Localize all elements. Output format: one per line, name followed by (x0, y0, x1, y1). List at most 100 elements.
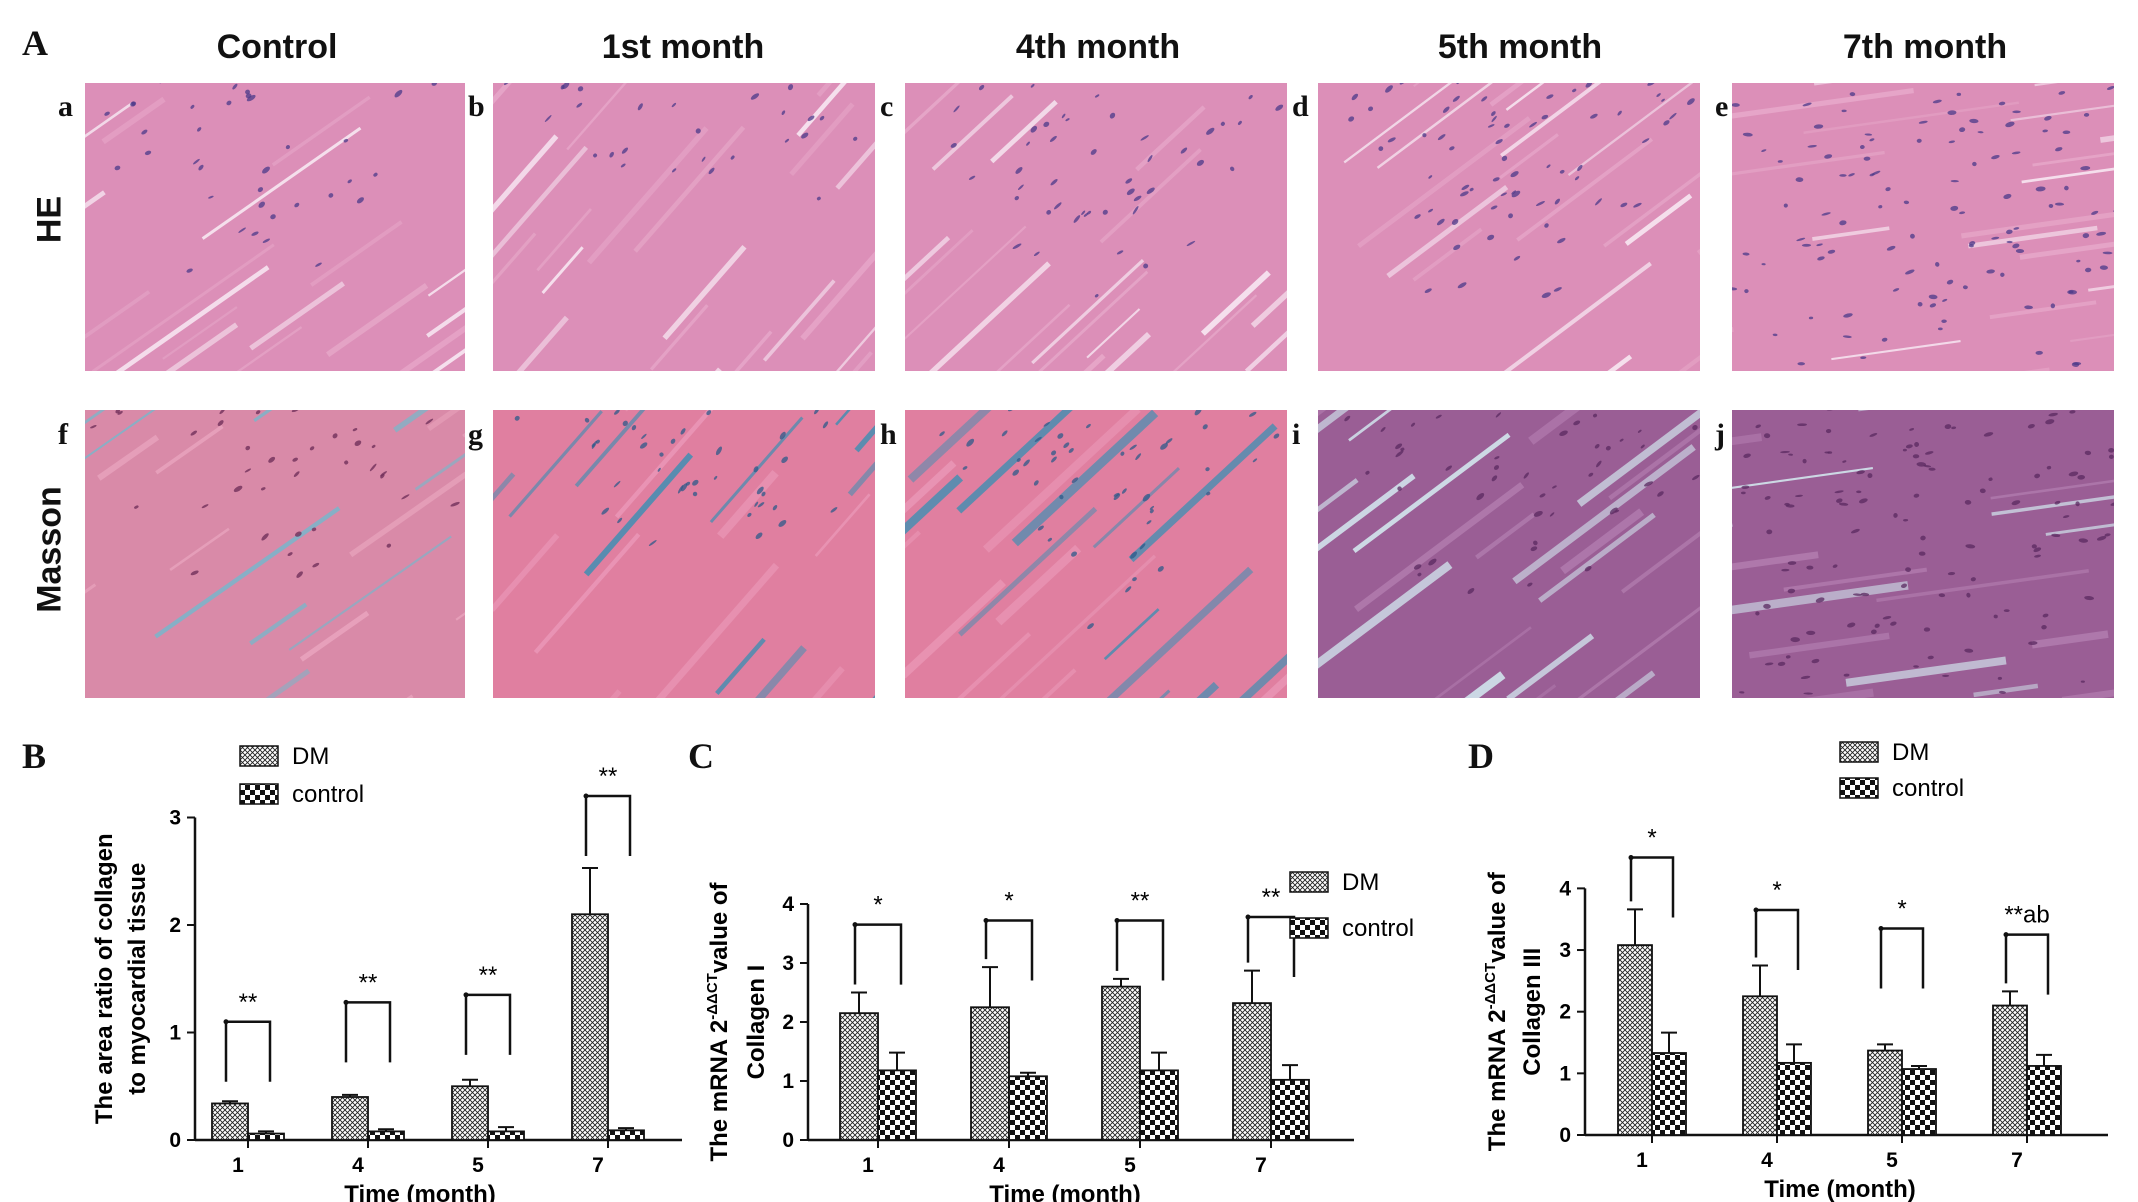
significance-label: ** (1262, 884, 1281, 911)
y-tick-label: 3 (169, 807, 181, 830)
bar-dm-4 (1742, 995, 1778, 1136)
legend-label-control: control (1342, 915, 1414, 942)
bar-dm-1 (839, 1012, 879, 1141)
error-bar (982, 966, 998, 1008)
bar-control-4 (367, 1130, 405, 1141)
masson-micrograph-1st-month (493, 410, 875, 698)
legend-label-dm: DM (1342, 869, 1379, 896)
masson-micrograph-control (85, 410, 465, 698)
sub-letter-h: h (880, 418, 897, 451)
legend-swatch-dm (1289, 871, 1329, 893)
y-tick-label: 3 (782, 952, 794, 975)
sub-letter-g: g (468, 418, 483, 451)
error-bar (498, 1126, 514, 1132)
y-tick-label: 1 (169, 1022, 181, 1045)
x-tick-label: 4 (993, 1154, 1005, 1177)
masson-micrograph-4th-month (905, 410, 1287, 698)
error-bar (1661, 1031, 1677, 1053)
legend-swatch-control (1289, 917, 1329, 939)
y-tick-label: 4 (1559, 877, 1571, 900)
legend-label-control: control (1892, 775, 1964, 802)
he-micrograph-7th-month (1732, 83, 2114, 371)
y-tick-label: 2 (782, 1011, 794, 1034)
bar-control-1 (247, 1132, 285, 1141)
sub-letter-a: a (58, 90, 73, 123)
panel-d-letter: D (1468, 736, 1494, 776)
chart-d: 0 1 2 3 4 1 * 4 * 5 * 7 **ab Time (month) The mRNA 2-Δ… (1470, 720, 2138, 1202)
x-tick-label: 5 (1124, 1154, 1136, 1177)
error-bar (1151, 1051, 1167, 1071)
y-tick-label: 0 (169, 1129, 181, 1152)
significance-label: * (1772, 877, 1781, 904)
bar-control-1 (877, 1069, 917, 1141)
y-axis-title-line2: Collagen I (743, 965, 770, 1080)
he-micrograph-1st-month (493, 83, 875, 371)
significance-label: ** (479, 962, 498, 989)
column-header-4th-month: 4th month (1015, 28, 1181, 66)
error-bar (462, 1078, 478, 1087)
y-axis-title-line2: to myocardial tissue (124, 863, 151, 1095)
x-tick-label: 7 (2011, 1149, 2023, 1172)
error-bar (1877, 1043, 1893, 1051)
error-bar (378, 1128, 394, 1132)
error-bar (2036, 1053, 2052, 1066)
y-tick-label: 1 (1559, 1062, 1571, 1085)
sub-letter-i: i (1292, 418, 1301, 451)
x-tick-label: 7 (592, 1154, 604, 1177)
y-tick-label: 2 (1559, 1001, 1571, 1024)
y-axis-title-line2: Collagen III (1519, 948, 1546, 1076)
bar-dm-1 (1617, 944, 1653, 1136)
bar-control-5 (1139, 1069, 1179, 1141)
bar-dm-5 (1867, 1049, 1903, 1136)
y-tick-label: 2 (169, 914, 181, 937)
legend-swatch-dm (1839, 741, 1879, 763)
significance-bracket (1246, 915, 1296, 977)
error-bar (1282, 1064, 1298, 1080)
error-bar (1627, 908, 1643, 946)
panel-b-letter: B (22, 736, 47, 776)
y-axis-title-line1: The mRNA 2-ΔΔCTvalue of (704, 881, 733, 1161)
bar-dm-7 (571, 913, 609, 1141)
significance-bracket (464, 993, 512, 1055)
significance-bracket (1629, 856, 1675, 918)
column-header-7th-month: 7th month (1842, 28, 2008, 66)
error-bar (342, 1093, 358, 1097)
significance-label: **ab (2004, 902, 2049, 929)
y-tick-label: 0 (782, 1129, 794, 1152)
significance-label: * (1004, 888, 1013, 915)
x-tick-label: 5 (1886, 1149, 1898, 1172)
legend-swatch-dm (239, 745, 279, 767)
bar-control-7 (2026, 1065, 2062, 1136)
bar-control-5 (1901, 1068, 1937, 1136)
y-tick-label: 0 (1559, 1124, 1571, 1147)
he-micrograph-control (85, 83, 465, 371)
row-label-masson: Masson (30, 486, 69, 613)
significance-label: * (873, 892, 882, 919)
masson-micrograph-5th-month (1318, 410, 1700, 698)
significance-label: ** (1131, 888, 1150, 915)
sub-letter-c: c (880, 90, 894, 123)
bar-dm-7 (1232, 1002, 1272, 1141)
significance-bracket (853, 923, 903, 985)
bar-dm-4 (331, 1096, 369, 1141)
sub-letter-e: e (1715, 90, 1729, 123)
bar-control-1 (1651, 1052, 1687, 1136)
significance-bracket (1754, 908, 1800, 970)
legend-swatch-control (239, 783, 279, 805)
y-tick-label: 4 (782, 893, 794, 916)
bar-dm-4 (970, 1006, 1010, 1141)
legend-label-dm: DM (1892, 739, 1929, 766)
significance-label: ** (359, 969, 378, 996)
bar-control-4 (1776, 1061, 1812, 1136)
error-bar (222, 1100, 238, 1104)
panel-c-letter: C (688, 736, 714, 776)
column-header-1st-month: 1st month (601, 28, 765, 66)
legend-label-dm: DM (292, 743, 329, 770)
x-axis-title: Time (month) (989, 1181, 1141, 1202)
sub-letter-d: d (1292, 90, 1309, 123)
error-bar (1113, 977, 1129, 987)
y-axis-title-line1: The area ratio of collagen (91, 833, 118, 1124)
he-micrograph-5th-month (1318, 83, 1700, 371)
x-tick-label: 4 (1761, 1149, 1773, 1172)
significance-label: * (1897, 895, 1906, 922)
